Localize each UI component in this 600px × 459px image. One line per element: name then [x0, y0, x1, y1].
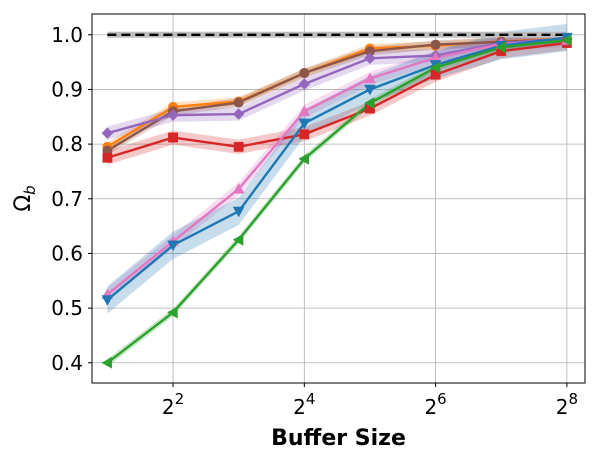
- series-5-band: [107, 23, 567, 314]
- series-5-point: [101, 295, 114, 306]
- series-5-point: [167, 240, 179, 252]
- x-tick-label-exponent: 8: [568, 390, 578, 408]
- series-6-point: [167, 306, 178, 319]
- x-axis-title: Buffer Size: [271, 426, 406, 451]
- series-3-point: [102, 152, 113, 163]
- series-3-point: [233, 141, 244, 152]
- x-tick-label-base: 2: [424, 395, 437, 419]
- series-3-point: [168, 132, 178, 143]
- series-5-point: [364, 84, 376, 96]
- series-2-point: [232, 108, 245, 120]
- y-axis-title: Ωb: [11, 185, 39, 211]
- y-tick-label: 0.5: [51, 296, 83, 320]
- y-tick-label: 0.4: [51, 351, 83, 375]
- series-6-point: [101, 356, 113, 369]
- series-4-line: [106, 39, 567, 296]
- series-4-point: [232, 182, 245, 194]
- x-tick-label-base: 2: [293, 395, 306, 419]
- axis-ticks: [88, 34, 568, 387]
- x-tick-label-exponent: 4: [306, 390, 316, 408]
- x-tick-label: 22: [162, 390, 184, 419]
- y-tick-label: 0.8: [51, 132, 83, 156]
- series-1-point: [299, 68, 310, 79]
- x-tick-label-exponent: 2: [175, 390, 185, 408]
- series-6-point: [363, 97, 375, 110]
- x-tick-label: 24: [293, 390, 315, 419]
- series-4-point: [298, 105, 311, 116]
- series-1-point: [364, 46, 375, 57]
- series-3-point: [299, 129, 310, 140]
- series-1-point: [430, 39, 441, 50]
- series-2-point: [298, 78, 311, 90]
- x-tick-label: 28: [556, 390, 578, 419]
- series-4-point: [364, 72, 376, 84]
- y-axis-title-sub: b: [21, 185, 39, 195]
- x-tick-label: 26: [424, 390, 446, 419]
- series-6-point: [495, 41, 506, 54]
- series-6-point: [298, 152, 309, 165]
- series-6-point: [560, 34, 572, 47]
- series-2-point: [364, 52, 376, 65]
- series-6-point: [429, 61, 441, 74]
- y-axis-title-base: Ω: [11, 195, 36, 212]
- series-5-line: [106, 36, 568, 301]
- series-2-point: [167, 109, 179, 121]
- series-5-point: [232, 206, 245, 218]
- tick-labels: 22 24 26 280.40.50.60.70.80.91.0: [51, 23, 578, 419]
- series-3-line: [107, 41, 568, 159]
- series-lines: [106, 36, 568, 364]
- series-1-line: [106, 37, 567, 152]
- series-markers: [101, 32, 573, 369]
- series-2-point: [101, 127, 114, 140]
- y-tick-label: 0.6: [51, 241, 83, 265]
- x-tick-label-base: 2: [162, 395, 175, 419]
- y-tick-label: 0.7: [51, 187, 83, 211]
- x-tick-label-exponent: 6: [437, 390, 447, 408]
- y-tick-label: 0.9: [51, 77, 83, 101]
- series-6-point: [232, 233, 244, 246]
- series-2-line: [107, 37, 567, 135]
- y-tick-label: 1.0: [51, 23, 83, 47]
- series-0-band: [107, 34, 567, 152]
- series-5-point: [298, 118, 311, 130]
- series-1-band: [107, 34, 567, 156]
- x-tick-label-base: 2: [556, 395, 569, 419]
- series-1-point: [233, 97, 244, 108]
- series-6-line: [106, 39, 568, 364]
